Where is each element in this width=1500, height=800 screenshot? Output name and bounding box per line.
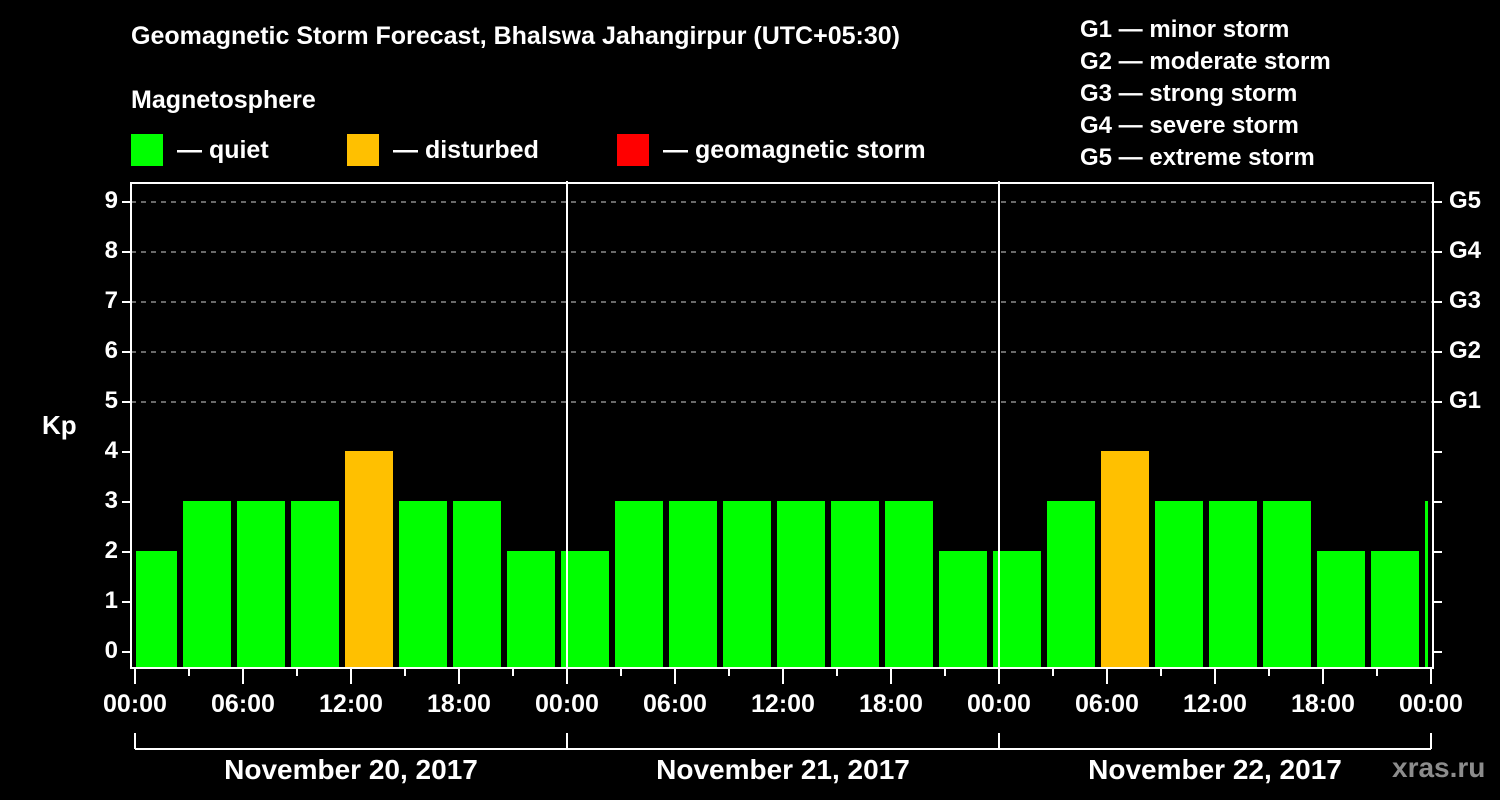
- x-tick-label: 12:00: [751, 690, 815, 718]
- kp-bar: [939, 551, 987, 667]
- kp-bar: [615, 501, 663, 667]
- kp-bar: [1155, 501, 1203, 667]
- y-tick-label: 6: [104, 337, 118, 364]
- x-tick-label: 06:00: [211, 690, 275, 718]
- storm-scale-g5: G5 — extreme storm: [1080, 144, 1315, 171]
- legend-heading: Magnetosphere: [131, 86, 316, 114]
- disturbed-swatch: [347, 134, 379, 166]
- g-tick-label: G3: [1449, 287, 1482, 314]
- y-tick-label: 9: [104, 187, 118, 214]
- day-label: November 21, 2017: [656, 754, 910, 785]
- kp-bar: [993, 551, 1041, 667]
- kp-bar: [136, 551, 177, 667]
- x-tick-label: 12:00: [319, 690, 383, 718]
- x-tick-label: 00:00: [535, 690, 599, 718]
- kp-bar: [1425, 501, 1428, 667]
- kp-bar: [1047, 501, 1095, 667]
- y-axis-label: Kp: [42, 410, 77, 440]
- y-tick-label: 7: [104, 287, 118, 314]
- day-label: November 20, 2017: [224, 754, 478, 785]
- kp-bar: [723, 501, 771, 667]
- day-label: November 22, 2017: [1088, 754, 1342, 785]
- kp-bar: [669, 501, 717, 667]
- kp-bar: [831, 501, 879, 667]
- g-tick-label: G2: [1449, 337, 1482, 364]
- kp-bar: [183, 501, 231, 667]
- y-tick-label: 2: [104, 537, 118, 564]
- kp-bar: [1263, 501, 1311, 667]
- kp-bar: [237, 501, 285, 667]
- quiet-swatch: [131, 134, 163, 166]
- storm-scale-legend: G1 — minor storm G2 — moderate storm G3 …: [1080, 14, 1331, 174]
- kp-bar: [453, 501, 501, 667]
- storm-scale-g1: G1 — minor storm: [1080, 16, 1290, 43]
- kp-bar: [1101, 451, 1149, 667]
- watermark: xras.ru: [1392, 752, 1486, 783]
- y-tick-label: 1: [104, 587, 118, 614]
- legend-disturbed: — disturbed: [347, 134, 539, 166]
- storm-swatch: [617, 134, 649, 166]
- x-tick-label: 00:00: [1399, 690, 1463, 718]
- storm-scale-g4: G4 — severe storm: [1080, 112, 1299, 139]
- kp-bar: [777, 501, 825, 667]
- x-tick-label: 18:00: [859, 690, 923, 718]
- x-tick-label: 06:00: [1075, 690, 1139, 718]
- x-tick-label: 12:00: [1183, 690, 1247, 718]
- x-tick-label: 06:00: [643, 690, 707, 718]
- kp-bar: [291, 501, 339, 667]
- g-tick-label: G1: [1449, 387, 1482, 414]
- legend-quiet-label: — quiet: [177, 135, 269, 164]
- kp-bar: [1209, 501, 1257, 667]
- x-tick-label: 18:00: [427, 690, 491, 718]
- x-tick-label: 00:00: [103, 690, 167, 718]
- kp-bar: [1317, 551, 1365, 667]
- chart-title: Geomagnetic Storm Forecast, Bhalswa Jaha…: [131, 22, 900, 50]
- kp-bar: [1371, 551, 1419, 667]
- legend-disturbed-label: — disturbed: [393, 135, 539, 164]
- storm-scale-g2: G2 — moderate storm: [1080, 48, 1331, 75]
- y-tick-label: 0: [104, 637, 118, 664]
- g-tick-label: G4: [1449, 237, 1482, 264]
- kp-bar: [561, 551, 609, 667]
- x-tick-label: 18:00: [1291, 690, 1355, 718]
- kp-bar: [507, 551, 555, 667]
- kp-bar: [345, 451, 393, 667]
- g-tick-label: G5: [1449, 187, 1482, 214]
- y-tick-label: 3: [104, 487, 118, 514]
- legend-storm-label: — geomagnetic storm: [663, 135, 926, 164]
- y-tick-label: 4: [104, 437, 118, 464]
- y-tick-label: 5: [104, 387, 118, 414]
- legend-quiet: — quiet: [131, 134, 269, 166]
- legend-storm: — geomagnetic storm: [617, 134, 926, 166]
- y-tick-label: 8: [104, 237, 118, 264]
- kp-bar: [399, 501, 447, 667]
- storm-scale-g3: G3 — strong storm: [1080, 80, 1298, 107]
- kp-bar: [885, 501, 933, 667]
- x-tick-label: 00:00: [967, 690, 1031, 718]
